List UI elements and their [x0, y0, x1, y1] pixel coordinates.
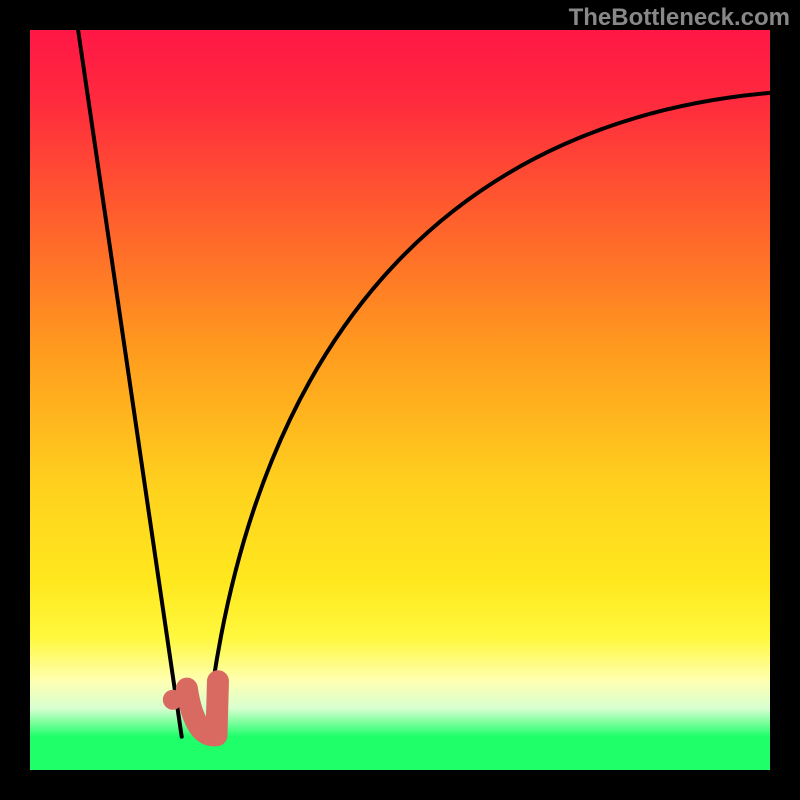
- chart-container: TheBottleneck.com: [0, 0, 800, 800]
- curves-svg: [30, 30, 770, 770]
- plot-area: [30, 30, 770, 770]
- right-ascending-curve: [206, 93, 770, 737]
- left-descending-line: [78, 30, 182, 737]
- watermark-text: TheBottleneck.com: [569, 4, 790, 32]
- marker-hook: [187, 681, 218, 735]
